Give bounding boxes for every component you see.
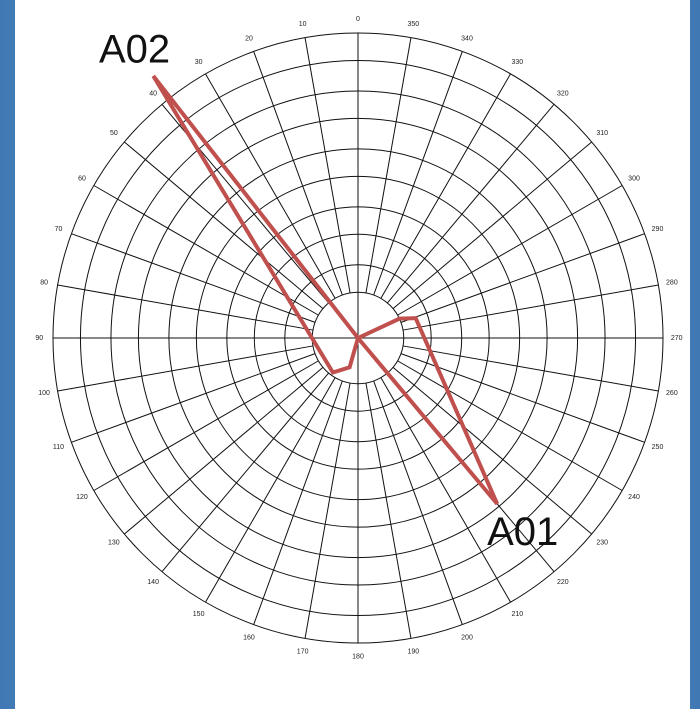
angle-tick-label: 140 bbox=[147, 579, 159, 586]
angle-tick-label: 340 bbox=[461, 35, 473, 42]
angle-tick-label: 40 bbox=[149, 91, 157, 98]
radial-grid bbox=[402, 345, 659, 392]
radial-grid bbox=[400, 353, 645, 443]
radial-grid bbox=[304, 37, 351, 294]
angle-tick-label: 280 bbox=[666, 279, 678, 286]
angle-tick-label: 180 bbox=[352, 654, 364, 661]
angle-tick-label: 300 bbox=[628, 175, 640, 182]
data-line bbox=[151, 74, 500, 506]
angle-tick-label: 270 bbox=[671, 335, 683, 342]
radial-grid bbox=[397, 360, 623, 491]
radial-grid bbox=[57, 284, 314, 331]
radial-grid bbox=[402, 284, 659, 331]
radial-grid bbox=[400, 233, 645, 323]
radial-grid bbox=[397, 185, 623, 316]
angle-tick-label: 230 bbox=[596, 540, 608, 547]
radial-grid bbox=[57, 345, 314, 392]
radial-grid bbox=[161, 372, 329, 572]
angle-tick-label: 200 bbox=[461, 634, 473, 641]
angle-tick-label: 100 bbox=[38, 390, 50, 397]
angle-tick-label: 120 bbox=[76, 494, 88, 501]
angle-tick-label: 240 bbox=[628, 494, 640, 501]
angle-tick-label: 190 bbox=[408, 649, 420, 656]
angle-tick-label: 70 bbox=[55, 226, 63, 233]
annotation: A02 bbox=[99, 28, 170, 72]
radial-grid bbox=[373, 51, 463, 296]
angle-tick-label: 150 bbox=[193, 611, 205, 618]
radial-grid bbox=[380, 377, 511, 603]
angle-tick-label: 320 bbox=[557, 91, 569, 98]
angle-tick-label: 170 bbox=[297, 649, 309, 656]
angle-tick-label: 50 bbox=[110, 130, 118, 137]
angle-tick-label: 290 bbox=[652, 226, 664, 233]
radial-grid bbox=[71, 353, 316, 443]
radial-grid bbox=[93, 185, 319, 316]
angle-tick-label: 60 bbox=[78, 175, 86, 182]
annotation: A01 bbox=[487, 510, 558, 554]
angle-tick-label: 10 bbox=[299, 21, 307, 28]
radial-grid bbox=[387, 104, 555, 304]
radial-grid bbox=[373, 380, 463, 625]
radial-grid bbox=[124, 367, 324, 535]
radial-grid bbox=[124, 141, 324, 309]
angle-tick-label: 310 bbox=[596, 130, 608, 137]
angle-tick-label: 110 bbox=[53, 444, 64, 451]
angle-tick-label: 250 bbox=[652, 444, 664, 451]
radial-grid bbox=[253, 51, 343, 296]
angle-tick-label: 90 bbox=[35, 335, 43, 342]
radial-grid bbox=[304, 382, 351, 639]
radial-grid bbox=[71, 233, 316, 323]
angle-tick-label: 20 bbox=[245, 35, 253, 42]
radial-grid bbox=[380, 73, 511, 299]
radial-grid bbox=[205, 377, 336, 603]
angle-tick-label: 260 bbox=[666, 390, 678, 397]
angle-tick-label: 330 bbox=[512, 59, 524, 66]
radial-grid bbox=[392, 141, 592, 309]
angle-tick-label: 0 bbox=[356, 16, 360, 23]
angle-tick-label: 220 bbox=[557, 579, 569, 586]
angle-tick-label: 350 bbox=[408, 21, 420, 28]
angle-tick-label: 160 bbox=[243, 634, 255, 641]
radial-grid bbox=[392, 367, 592, 535]
angle-tick-label: 130 bbox=[108, 540, 120, 547]
radial-grid bbox=[365, 382, 412, 639]
radial-grid bbox=[205, 73, 336, 299]
angle-tick-label: 80 bbox=[40, 279, 48, 286]
radial-grid bbox=[253, 380, 343, 625]
angle-tick-label: 30 bbox=[195, 59, 203, 66]
radial-grid bbox=[365, 37, 412, 294]
angle-tick-label: 210 bbox=[512, 611, 524, 618]
radial-grid bbox=[93, 360, 319, 491]
